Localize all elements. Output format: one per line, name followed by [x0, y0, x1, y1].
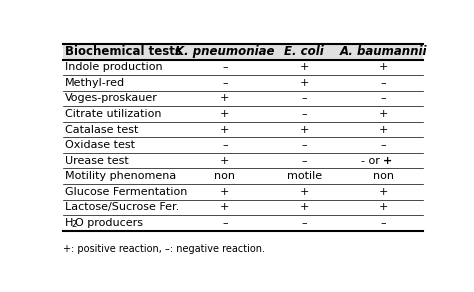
- Text: –: –: [381, 78, 386, 88]
- Text: Lactose/Sucrose Fer.: Lactose/Sucrose Fer.: [65, 202, 179, 212]
- Text: +: +: [379, 187, 388, 197]
- Text: H: H: [65, 218, 73, 228]
- Text: –: –: [222, 62, 228, 72]
- Text: +: +: [300, 187, 309, 197]
- Text: –: –: [222, 218, 228, 228]
- Text: –: –: [301, 218, 307, 228]
- Text: +: +: [220, 93, 229, 103]
- Text: +: +: [379, 202, 388, 212]
- Text: - or: - or: [361, 156, 383, 166]
- Text: non: non: [373, 171, 394, 181]
- Text: +: +: [300, 78, 309, 88]
- Text: +: +: [379, 125, 388, 135]
- Text: 2: 2: [72, 220, 77, 230]
- Text: +: +: [379, 62, 388, 72]
- Text: K. pneumoniae: K. pneumoniae: [175, 45, 274, 58]
- Bar: [63, 44, 423, 60]
- Text: +: +: [220, 156, 229, 166]
- Text: Citrate utilization: Citrate utilization: [65, 109, 161, 119]
- Text: Voges-proskauer: Voges-proskauer: [65, 93, 158, 103]
- Text: E. coli: E. coli: [284, 45, 324, 58]
- Text: Biochemical tests: Biochemical tests: [65, 45, 182, 58]
- Text: –: –: [222, 140, 228, 150]
- Text: +: +: [220, 109, 229, 119]
- Text: O producers: O producers: [75, 218, 143, 228]
- Text: –: –: [301, 156, 307, 166]
- Text: +: +: [300, 202, 309, 212]
- Text: Oxidase test: Oxidase test: [65, 140, 135, 150]
- Text: Indole production: Indole production: [65, 62, 163, 72]
- Text: +: positive reaction, –: negative reaction.: +: positive reaction, –: negative reacti…: [63, 244, 265, 254]
- Text: Motility phenomena: Motility phenomena: [65, 171, 176, 181]
- Text: –: –: [381, 218, 386, 228]
- Text: –: –: [301, 109, 307, 119]
- Text: –: –: [381, 93, 386, 103]
- Text: –: –: [301, 93, 307, 103]
- Text: motile: motile: [287, 171, 322, 181]
- Text: A. baumannii: A. baumannii: [339, 45, 427, 58]
- Text: –: –: [222, 78, 228, 88]
- Text: Urease test: Urease test: [65, 156, 128, 166]
- Text: Glucose Fermentation: Glucose Fermentation: [65, 187, 187, 197]
- Text: +: +: [383, 156, 392, 166]
- Text: +: +: [300, 125, 309, 135]
- Text: –: –: [301, 140, 307, 150]
- Text: +: +: [220, 125, 229, 135]
- Text: +: +: [300, 62, 309, 72]
- Text: –: –: [381, 140, 386, 150]
- Text: Catalase test: Catalase test: [65, 125, 138, 135]
- Text: Methyl-red: Methyl-red: [65, 78, 125, 88]
- Text: +: +: [220, 202, 229, 212]
- Text: non: non: [214, 171, 236, 181]
- Text: +: +: [379, 109, 388, 119]
- Text: +: +: [220, 187, 229, 197]
